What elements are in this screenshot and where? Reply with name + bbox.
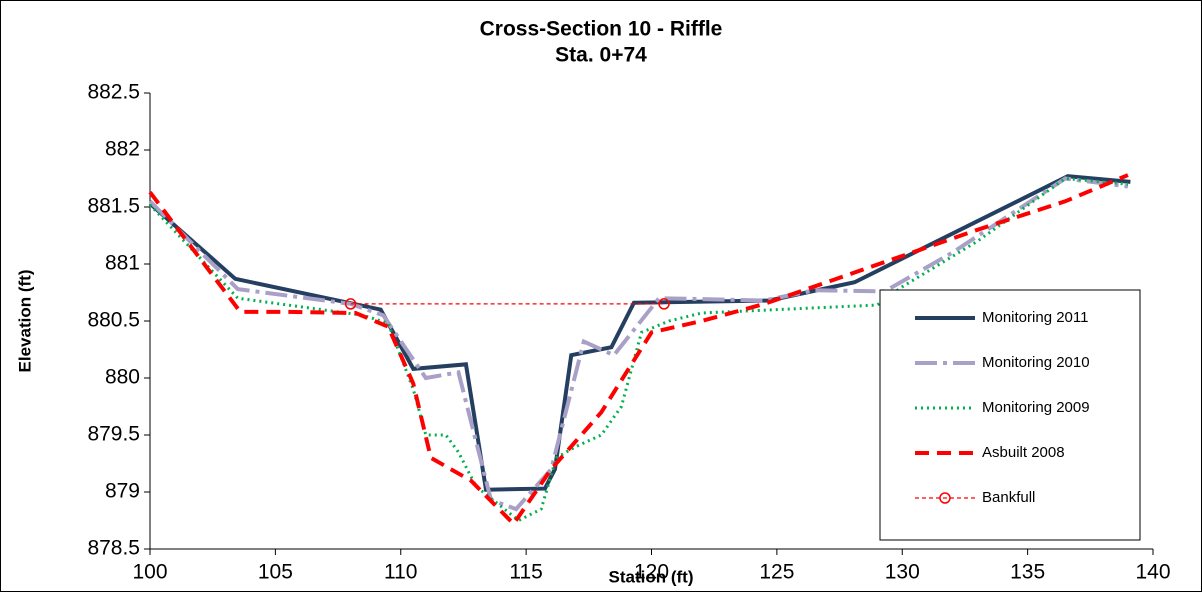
y-tick-label: 878.5	[87, 537, 140, 560]
y-tick-label: 879	[105, 480, 140, 503]
x-tick-label: 110	[384, 561, 417, 584]
y-tick-label: 882.5	[87, 81, 140, 104]
legend-label: Asbuilt 2008	[982, 444, 1065, 461]
x-tick-label: 100	[132, 561, 167, 584]
y-tick-label: 880.5	[87, 309, 140, 332]
x-tick-label: 130	[885, 561, 920, 584]
series-line	[148, 173, 1129, 528]
x-tick-label: 115	[509, 561, 542, 584]
x-tick-label: 140	[1135, 561, 1170, 584]
y-axis-label: Elevation (ft)	[15, 270, 34, 373]
series-line	[148, 176, 1129, 512]
y-tick-label: 879.5	[87, 423, 140, 446]
legend-label: Monitoring 2011	[982, 309, 1088, 326]
point-marker	[344, 298, 357, 310]
legend-label: Monitoring 2010	[982, 354, 1090, 371]
x-tick-label: 105	[258, 561, 293, 584]
legend-label: Bankfull	[982, 489, 1035, 506]
y-tick-label: 881.5	[87, 195, 140, 218]
chart-subtitle: Sta. 0+74	[555, 44, 647, 67]
y-tick-label: 880	[105, 366, 140, 389]
chart-title: Cross-Section 10 - Riffle	[480, 18, 723, 41]
series-line	[148, 174, 1131, 492]
y-tick-label: 882	[105, 138, 140, 161]
legend-marker	[939, 492, 951, 504]
y-tick-label: 881	[105, 252, 140, 275]
legend-label: Monitoring 2009	[982, 399, 1090, 416]
x-axis-label: Station (ft)	[609, 567, 694, 586]
x-tick-label: 120	[634, 561, 669, 584]
x-tick-label: 125	[759, 561, 794, 584]
point-marker	[658, 298, 670, 310]
x-tick-label: 135	[1010, 561, 1045, 584]
